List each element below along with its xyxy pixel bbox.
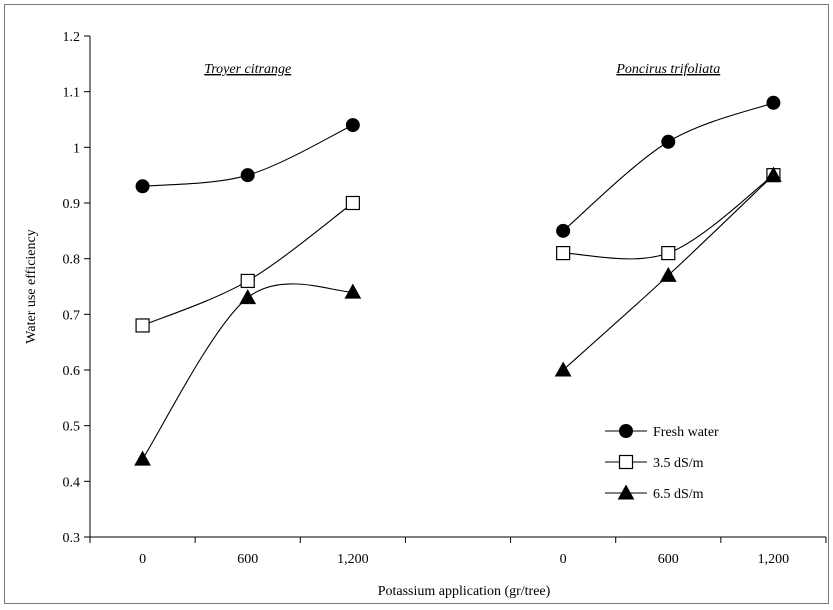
legend-marker <box>617 484 635 500</box>
x-tick-label: 1,200 <box>758 552 790 567</box>
data-point-fresh-water <box>345 118 360 133</box>
data-point-fresh-water <box>135 179 150 194</box>
data-point-3-5-ds-m <box>661 246 676 261</box>
y-tick-label: 0.8 <box>63 253 81 268</box>
data-point-6-5-ds-m <box>239 289 257 305</box>
series-line-3-5-ds-m <box>142 202 354 326</box>
y-tick-label: 1 <box>73 141 80 156</box>
x-tick-label: 0 <box>139 552 146 567</box>
data-point-6-5-ds-m <box>765 166 782 182</box>
y-tick-label: 1.1 <box>63 86 81 101</box>
x-tick-label: 0 <box>560 552 567 567</box>
chart-frame: 0.3 0.4 0.5 0.6 0.7 0.8 0.9 1 1.1 1.2 Potassium ap… <box>4 4 829 604</box>
legend: Fresh water 3.5 dS/m 6.5 dS/m <box>605 424 719 502</box>
data-point-fresh-water <box>556 223 571 238</box>
data-point-3-5-ds-m <box>345 195 360 211</box>
series-markers <box>134 95 782 466</box>
data-point-6-5-ds-m <box>659 266 677 282</box>
water-use-efficiency-chart: 0.3 0.4 0.5 0.6 0.7 0.8 0.9 1 1.1 1.2 Potassium ap… <box>24 30 827 599</box>
tick-labels: 0.3 0.4 0.5 0.6 0.7 0.8 0.9 1 1.1 1.2 Potassium ap… <box>24 30 789 599</box>
series-lines <box>142 102 774 460</box>
y-tick-label: 0.9 <box>63 197 81 212</box>
y-tick-label: 0.7 <box>63 308 81 323</box>
data-point-3-5-ds-m <box>556 246 571 261</box>
series-line-fresh-water <box>562 102 774 232</box>
data-point-3-5-ds-m <box>135 318 150 333</box>
data-point-fresh-water <box>766 95 781 110</box>
group-title: Troyer citrange <box>204 62 291 77</box>
y-axis-title: Water use efficiency <box>24 229 39 343</box>
y-tick-label: 0.4 <box>63 475 81 490</box>
axes <box>84 35 827 543</box>
data-point-6-5-ds-m <box>134 450 151 466</box>
series-line-6-5-ds-m <box>142 283 353 460</box>
data-point-fresh-water <box>240 168 255 183</box>
x-tick-label: 1,200 <box>337 552 369 567</box>
legend-label: Fresh water <box>653 425 719 440</box>
y-tick-label: 0.3 <box>63 531 81 546</box>
data-point-fresh-water <box>661 134 676 149</box>
y-tick-label: 0.5 <box>63 420 81 435</box>
data-point-6-5-ds-m <box>344 283 362 299</box>
data-point-3-5-ds-m <box>240 273 255 289</box>
y-tick-label: 0.6 <box>63 364 81 379</box>
x-tick-label: 600 <box>658 552 679 567</box>
x-axis-title: Potassium application (gr/tree) <box>378 584 551 599</box>
legend-label: 6.5 dS/m <box>653 487 704 502</box>
data-point-6-5-ds-m <box>554 361 572 377</box>
group-title: Poncirus trifoliata <box>615 62 720 77</box>
legend-marker <box>618 454 634 470</box>
legend-marker <box>619 424 633 438</box>
y-tick-label: 1.2 <box>63 30 81 45</box>
legend-label: 3.5 dS/m <box>653 456 704 471</box>
x-tick-label: 600 <box>237 552 258 567</box>
